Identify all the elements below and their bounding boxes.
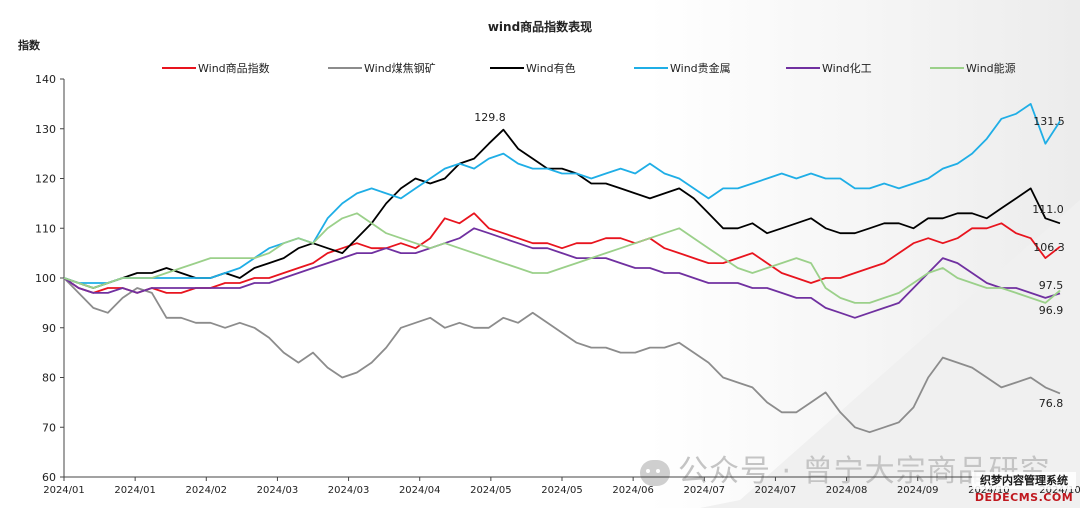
x-tick-label: 2024/10: [1039, 485, 1080, 496]
x-tick-label: 2024/03: [257, 485, 299, 496]
site-stamp-line1: 织梦内容管理系统: [972, 472, 1076, 489]
legend-label: Wind能源: [966, 61, 1016, 75]
series-line: [63, 128, 1061, 289]
x-tick-label: 2024/05: [541, 485, 583, 496]
y-tick-label: 100: [35, 272, 56, 285]
x-tick-label: 2024/06: [612, 485, 654, 496]
series-line: [63, 277, 1061, 434]
x-tick-label: 2024/03: [328, 485, 370, 496]
x-tick-label: 2024/08: [826, 485, 868, 496]
data-label: 76.8: [1039, 397, 1064, 410]
legend-item: Wind贵金属: [634, 61, 731, 75]
series-group: [63, 103, 1061, 434]
legend-label: Wind有色: [526, 61, 576, 75]
data-label: 97.5: [1039, 279, 1064, 292]
axes: 60 70 80 90 100 110 120 130 140 2024/01 2024/01 202…: [35, 73, 1080, 496]
legend-label: Wind贵金属: [670, 61, 731, 75]
chart-title: wind商品指数表现: [488, 19, 592, 34]
site-stamp: 织梦内容管理系统 DEDECMS.COM: [972, 472, 1076, 506]
y-tick-label: 80: [42, 372, 56, 385]
legend-item: Wind有色: [490, 61, 576, 75]
legend: Wind商品指数 Wind煤焦钢矿 Wind有色 Wind贵金属 Wind化工 Wind能…: [162, 61, 1016, 75]
y-tick-label: 70: [42, 421, 56, 434]
y-tick-label: 130: [35, 123, 56, 136]
legend-label: Wind化工: [822, 61, 872, 75]
x-tick-label: 2024/09: [897, 485, 939, 496]
series-line: [63, 227, 1061, 319]
series-line: [63, 103, 1061, 284]
x-tick-label: 2024/01: [114, 485, 156, 496]
wechat-icon: [640, 459, 670, 486]
y-tick-label: 120: [35, 173, 56, 186]
x-tick-label: 2024/01: [43, 485, 85, 496]
data-label: 96.9: [1039, 304, 1064, 317]
x-tick-label: 2024/07: [755, 485, 797, 496]
series-line: [63, 212, 1061, 304]
x-tick-label: 2024/10: [968, 485, 1010, 496]
data-label: 129.8: [474, 111, 506, 124]
y-tick-label: 90: [42, 322, 56, 335]
series-line: [63, 212, 1061, 294]
legend-item: Wind化工: [786, 61, 872, 75]
data-label: 131.5: [1033, 115, 1065, 128]
legend-label: Wind商品指数: [198, 61, 270, 75]
x-tick-label: 2024/05: [470, 485, 512, 496]
x-tick-label: 2024/02: [186, 485, 228, 496]
legend-item: Wind能源: [930, 61, 1016, 75]
data-labels: 129.8 131.5 111.0 106.3 97.5 96.9 76.8: [474, 111, 1065, 410]
data-label: 106.3: [1033, 241, 1065, 254]
legend-item: Wind煤焦钢矿: [328, 62, 436, 75]
site-stamp-line2: DEDECMS.COM: [974, 491, 1074, 504]
y-axis-label: 指数: [18, 38, 41, 52]
y-tick-label: 140: [35, 73, 56, 86]
legend-item: Wind商品指数: [162, 61, 270, 75]
y-tick-label: 60: [42, 471, 56, 484]
data-label: 111.0: [1032, 203, 1064, 216]
legend-label: Wind煤焦钢矿: [364, 62, 436, 75]
y-tick-label: 110: [35, 222, 56, 235]
x-tick-label: 2024/07: [684, 485, 726, 496]
x-tick-label: 2024/04: [399, 485, 441, 496]
